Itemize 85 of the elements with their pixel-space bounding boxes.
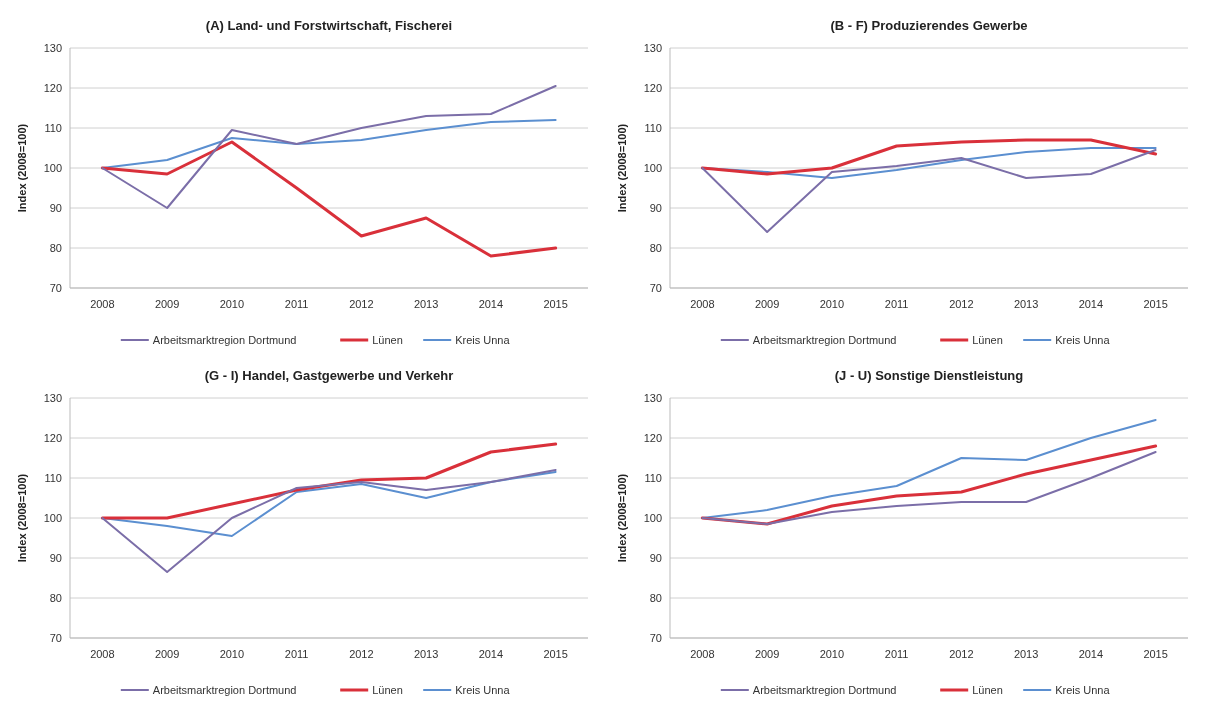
y-tick-label: 80 xyxy=(49,591,62,604)
line-series xyxy=(101,85,557,209)
x-tick-label: 2012 xyxy=(349,648,374,660)
line-series xyxy=(700,138,1158,176)
x-tick-label: 2012 xyxy=(949,298,974,310)
chart-title: (A) Land- und Forstwirtschaft, Fischerei xyxy=(205,18,453,33)
legend-label: Kreis Unna xyxy=(1055,333,1111,346)
y-tick-label: 100 xyxy=(643,161,662,174)
y-tick-label: 130 xyxy=(43,391,62,404)
chart-title: (J - U) Sonstige Dienstleistung xyxy=(834,368,1024,383)
x-tick-label: 2012 xyxy=(949,648,974,660)
x-tick-label: 2013 xyxy=(413,648,439,660)
y-tick-label: 70 xyxy=(49,281,62,294)
y-tick-label: 100 xyxy=(43,161,62,174)
y-axis-title: Index (2008=100) xyxy=(616,123,628,213)
legend-label: Lünen xyxy=(972,683,1003,696)
y-tick-label: 80 xyxy=(649,591,662,604)
x-tick-label: 2013 xyxy=(413,298,439,310)
y-tick-label: 80 xyxy=(49,241,62,254)
y-tick-label: 90 xyxy=(649,551,662,564)
y-tick-label: 130 xyxy=(43,41,62,54)
y-tick-label: 120 xyxy=(43,81,62,94)
x-tick-label: 2008 xyxy=(90,298,115,310)
legend-label: Kreis Unna xyxy=(455,683,511,696)
x-tick-label: 2015 xyxy=(543,298,568,310)
x-tick-label: 2008 xyxy=(90,648,115,660)
x-tick-label: 2014 xyxy=(478,298,504,310)
legend-label: Kreis Unna xyxy=(1055,683,1111,696)
y-tick-label: 100 xyxy=(643,511,662,524)
y-tick-label: 120 xyxy=(643,81,662,94)
legend-label: Lünen xyxy=(372,683,403,696)
y-tick-label: 110 xyxy=(44,471,62,484)
legend-label: Arbeitsmarktregion Dortmund xyxy=(752,333,897,346)
line-series xyxy=(101,469,557,573)
line-series xyxy=(701,149,1157,233)
chart-title: (B - F) Produzierendes Gewerbe xyxy=(830,18,1028,33)
x-tick-label: 2009 xyxy=(754,648,780,660)
y-tick-label: 110 xyxy=(44,121,62,134)
x-tick-label: 2010 xyxy=(819,648,845,660)
y-axis-title: Index (2008=100) xyxy=(16,123,28,213)
y-tick-label: 110 xyxy=(644,471,662,484)
x-tick-label: 2015 xyxy=(1143,648,1168,660)
x-tick-label: 2014 xyxy=(1078,298,1104,310)
y-tick-label: 100 xyxy=(43,511,62,524)
legend-label: Arbeitsmarktregion Dortmund xyxy=(152,683,297,696)
y-tick-label: 80 xyxy=(649,241,662,254)
y-tick-label: 110 xyxy=(644,121,662,134)
y-axis-title: Index (2008=100) xyxy=(616,473,628,563)
x-tick-label: 2010 xyxy=(219,648,245,660)
x-tick-label: 2013 xyxy=(1013,298,1039,310)
legend-label: Arbeitsmarktregion Dortmund xyxy=(752,683,897,696)
y-tick-label: 120 xyxy=(643,431,662,444)
y-tick-label: 90 xyxy=(49,551,62,564)
y-tick-label: 70 xyxy=(649,281,662,294)
x-tick-label: 2014 xyxy=(1078,648,1104,660)
x-tick-label: 2010 xyxy=(219,298,245,310)
legend-label: Kreis Unna xyxy=(455,333,511,346)
line-series xyxy=(100,140,558,258)
x-tick-label: 2012 xyxy=(349,298,374,310)
y-axis-title: Index (2008=100) xyxy=(16,473,28,563)
legend-label: Arbeitsmarktregion Dortmund xyxy=(152,333,297,346)
x-tick-label: 2009 xyxy=(154,648,180,660)
y-tick-label: 90 xyxy=(49,201,62,214)
x-tick-label: 2011 xyxy=(884,648,909,660)
y-tick-label: 120 xyxy=(43,431,62,444)
y-tick-label: 90 xyxy=(649,201,662,214)
x-tick-label: 2013 xyxy=(1013,648,1039,660)
x-tick-label: 2011 xyxy=(884,298,909,310)
x-tick-label: 2010 xyxy=(819,298,845,310)
x-tick-label: 2008 xyxy=(690,298,715,310)
y-tick-label: 70 xyxy=(49,631,62,644)
x-tick-label: 2011 xyxy=(284,298,309,310)
y-tick-label: 130 xyxy=(643,391,662,404)
x-tick-label: 2015 xyxy=(1143,298,1168,310)
x-tick-label: 2008 xyxy=(690,648,715,660)
x-tick-label: 2014 xyxy=(478,648,504,660)
chart-title: (G - I) Handel, Gastgewerbe und Verkehr xyxy=(204,368,454,383)
x-tick-label: 2011 xyxy=(284,648,309,660)
y-tick-label: 130 xyxy=(643,41,662,54)
legend-label: Lünen xyxy=(972,333,1003,346)
legend-label: Lünen xyxy=(372,333,403,346)
x-tick-label: 2015 xyxy=(543,648,568,660)
x-tick-label: 2009 xyxy=(754,298,780,310)
x-tick-label: 2009 xyxy=(154,298,180,310)
y-tick-label: 70 xyxy=(649,631,662,644)
